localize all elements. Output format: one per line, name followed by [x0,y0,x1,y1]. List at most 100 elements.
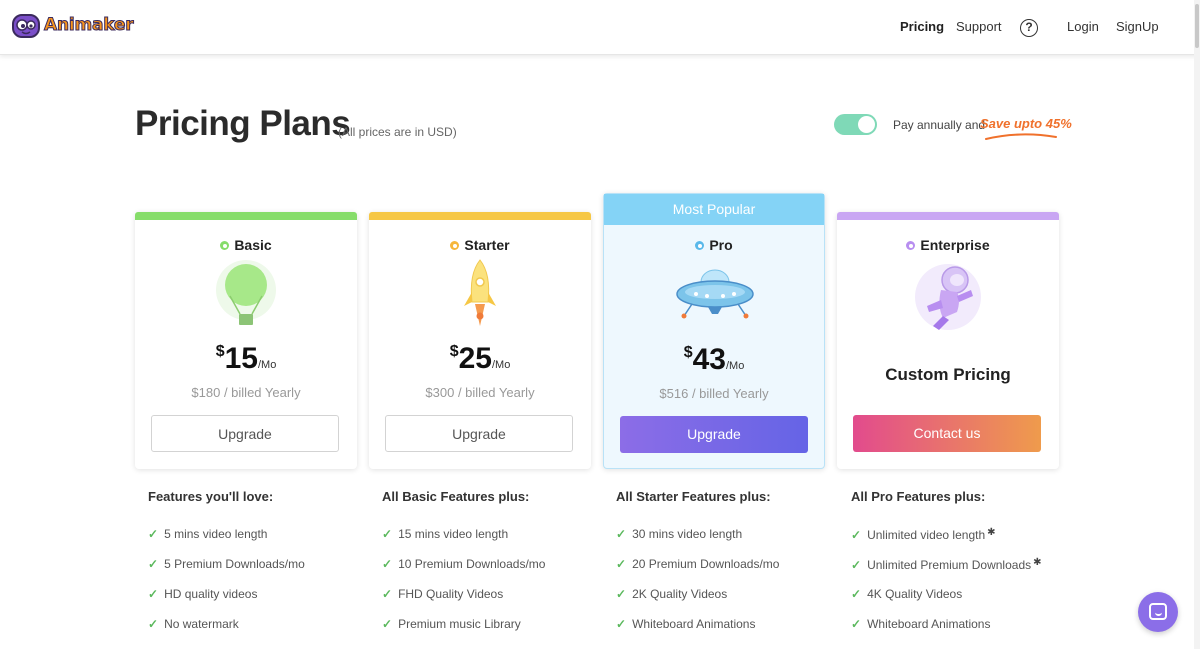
billed-yearly-basic: $180 / billed Yearly [191,385,301,400]
feature-item: ✓ 15 mins video length [382,527,508,541]
price-currency-note: (All prices are in USD) [338,125,457,139]
toggle-knob [858,116,875,133]
feature-text: Premium music Library [398,617,521,631]
check-icon: ✓ [148,587,159,601]
check-icon: ✓ [616,527,627,541]
nav-login[interactable]: Login [1067,19,1099,34]
scrollbar-thumb[interactable] [1195,4,1199,48]
card-accent-bar [369,212,591,220]
feature-text: Unlimited Premium Downloads [867,558,1032,572]
plan-name-pro: Pro [604,237,824,253]
contact-us-button[interactable]: Contact us [853,415,1041,452]
plan-card-starter: Starter $25/Mo $300 / billed Yearly Upgr… [369,212,591,469]
feature-text: 5 mins video length [164,527,268,541]
ufo-icon [676,269,754,319]
chat-widget-button[interactable] [1138,592,1178,632]
price-amount: 43 [692,343,726,376]
plan-name-basic: Basic [135,237,357,253]
plan-price-pro: $43/Mo [604,343,824,377]
check-icon: ✓ [851,617,862,631]
feature-item: ✓ HD quality videos [148,587,257,601]
feature-item: ✓ 4K Quality Videos [851,587,962,601]
feature-item: ✓ 5 mins video length [148,527,267,541]
feature-text: Whiteboard Animations [632,617,756,631]
plan-name-starter: Starter [369,237,591,253]
feature-item: ✓ 5 Premium Downloads/mo [148,557,305,571]
feature-text: FHD Quality Videos [398,587,504,601]
plan-card-pro: Most Popular Pro $43/Mo $516 / billed Ye… [603,193,825,469]
check-icon: ✓ [382,557,393,571]
plan-card-basic: Basic $15/Mo $180 / billed Yearly Upgrad… [135,212,357,469]
upgrade-button-pro[interactable]: Upgrade [620,416,808,453]
price-amount: 15 [224,342,258,375]
feature-text: 5 Premium Downloads/mo [164,557,305,571]
billed-yearly-pro: $516 / billed Yearly [659,386,769,401]
check-icon: ✓ [382,527,393,541]
top-header: Animaker Pricing Support ? Login SignUp [0,0,1200,55]
animaker-logo[interactable]: Animaker [10,9,134,43]
features-heading-basic: Features you'll love: [148,489,274,504]
feature-item: ✓ Whiteboard Animations [851,617,990,631]
plan-name-label: Pro [709,237,733,253]
nav-support[interactable]: Support [956,19,1002,34]
plan-name-enterprise: Enterprise [837,237,1059,253]
feature-text: HD quality videos [164,587,258,601]
price-currency: $ [215,343,225,360]
feature-item: ✓ 10 Premium Downloads/mo [382,557,545,571]
billed-yearly-starter: $300 / billed Yearly [425,385,535,400]
features-heading-pro: All Starter Features plus: [616,489,771,504]
nav-signup[interactable]: SignUp [1116,19,1159,34]
price-period: /Mo [725,360,745,372]
plan-dot-icon [450,241,460,250]
rocket-icon [464,259,496,326]
feature-item: ✓ Premium music Library [382,617,521,631]
feature-text: No watermark [164,617,239,631]
feature-text: 2K Quality Videos [632,587,728,601]
save-highlight: Save upto 45% [980,116,1072,131]
plan-price-starter: $25/Mo [369,342,591,376]
chat-icon [1149,603,1167,620]
feature-text: 15 mins video length [398,527,509,541]
plan-dot-icon [906,241,916,250]
pay-annually-label: Pay annually and [893,118,986,132]
plan-dot-icon [220,241,230,250]
question-circle-icon[interactable]: ? [1020,19,1038,37]
check-icon: ✓ [382,587,393,601]
price-amount: 25 [458,342,492,375]
feature-item: ✓ 20 Premium Downloads/mo [616,557,779,571]
page-title: Pricing Plans [135,104,351,143]
feature-item: ✓ Unlimited Premium Downloads ✱ [851,557,1042,572]
feature-text: 20 Premium Downloads/mo [632,557,780,571]
feature-text: 30 mins video length [632,527,743,541]
card-accent-bar [135,212,357,220]
upgrade-button-starter[interactable]: Upgrade [385,415,573,452]
animaker-mascot-icon [12,14,40,38]
feature-item: ✓ No watermark [148,617,239,631]
card-accent-bar [837,212,1059,220]
feature-item: ✓ 30 mins video length [616,527,742,541]
billing-annual-toggle[interactable] [834,114,877,135]
upgrade-button-basic[interactable]: Upgrade [151,415,339,452]
feature-text: 10 Premium Downloads/mo [398,557,546,571]
most-popular-badge: Most Popular [604,194,824,225]
features-heading-enterprise: All Pro Features plus: [851,489,986,504]
plan-name-label: Enterprise [920,237,990,253]
check-icon: ✓ [148,617,159,631]
feature-item: ✓ FHD Quality Videos [382,587,503,601]
price-currency: $ [449,343,459,360]
check-icon: ✓ [616,617,627,631]
plan-name-label: Starter [464,237,510,253]
check-icon: ✓ [851,528,862,542]
check-icon: ✓ [851,558,862,572]
plan-name-label: Basic [234,237,272,253]
custom-pricing-label: Custom Pricing [885,365,1011,384]
nav-pricing[interactable]: Pricing [900,19,945,34]
asterisk-icon: ✱ [987,527,996,538]
feature-text: Unlimited video length [867,528,986,542]
page-scrollbar[interactable] [1194,0,1200,649]
feature-text: 4K Quality Videos [867,587,963,601]
feature-item: ✓ Whiteboard Animations [616,617,755,631]
feature-text: Whiteboard Animations [867,617,991,631]
plan-price-basic: $15/Mo [135,342,357,376]
save-underline-decoration [985,133,1057,140]
